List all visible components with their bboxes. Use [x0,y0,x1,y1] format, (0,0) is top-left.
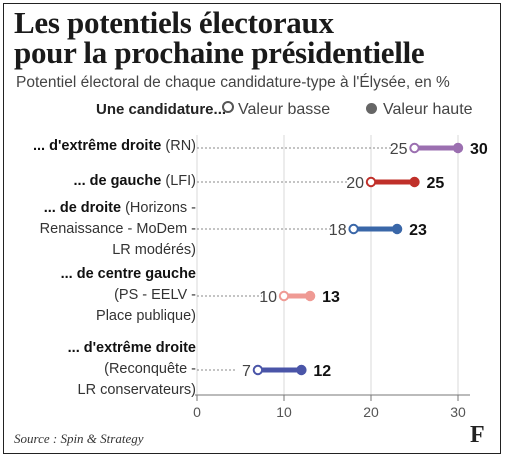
low-value-marker [409,142,420,154]
high-value-marker [304,290,316,302]
dot-icon [366,103,377,114]
row-label-line: LR conservateurs) [77,382,196,398]
high-value-marker [391,223,403,235]
high-value-marker [296,364,307,376]
low-value-label: 7 [242,363,251,380]
legend-high: Valeur haute [366,101,473,119]
chart-subtitle: Potentiel électoral de chaque candidatur… [16,74,450,91]
row-label-line: ... de gauche (LFI) [73,173,196,189]
chart-frame [3,3,501,454]
row-label-line: ... de centre gauche [60,266,196,282]
row-label-line: (Reconquête - [104,361,196,377]
row-label-line: (PS - EELV - [114,287,196,303]
title-line-1: Les potentiels électoraux [14,5,334,40]
high-value-label: 30 [470,141,488,158]
legend-low-label: Valeur basse [238,101,331,118]
low-value-label: 25 [390,141,408,158]
row-label-3: ... de droite (Horizons - Renaissance - … [40,198,196,261]
row-label-line: Renaissance - MoDem - [39,221,196,237]
high-value-label: 25 [427,175,445,192]
x-tick-label: 0 [193,404,201,420]
chart-title: Les potentiels électoraux pour la procha… [14,5,494,70]
source-note: Source : Spin & Strategy [14,431,144,446]
low-value-label: 18 [329,222,347,239]
ring-icon [222,101,234,113]
row-label-4: ... de centre gauche (PS - EELV - Place … [61,264,196,327]
row-label-1: ... d'extrême droite (RN) [33,136,196,157]
row-label-line: LR modérés) [112,242,196,258]
x-tick-label: 30 [450,404,466,420]
low-value-marker [348,223,359,235]
x-tick-label: 20 [363,404,379,420]
x-tick-label: 10 [276,404,292,420]
low-value-marker [278,290,290,302]
legend-low: Valeur basse [222,101,330,119]
row-label-line: ... d'extrême droite [67,340,196,356]
row-label-5: ... d'extrême droite (Reconquête - LR co… [68,338,196,401]
legend-lead: Une candidature... [96,101,227,118]
high-value-label: 23 [409,222,427,239]
title-line-2: pour la prochaine présidentielle [14,35,425,70]
row-label-2: ... de gauche (LFI) [74,171,196,192]
low-value-label: 10 [259,289,277,306]
high-value-label: 12 [313,363,331,380]
high-value-label: 13 [322,289,340,306]
legend-high-label: Valeur haute [383,101,473,118]
high-value-marker [409,176,420,188]
row-label-line: Place publique) [96,308,196,324]
low-value-marker [252,364,264,376]
row-label-line: ... de droite (Horizons - [43,200,196,216]
high-value-marker [452,142,464,154]
row-label-line: ... d'extrême droite (RN) [33,138,196,154]
low-value-marker [365,176,377,188]
publisher-logo: F [470,422,485,448]
low-value-label: 20 [346,175,364,192]
